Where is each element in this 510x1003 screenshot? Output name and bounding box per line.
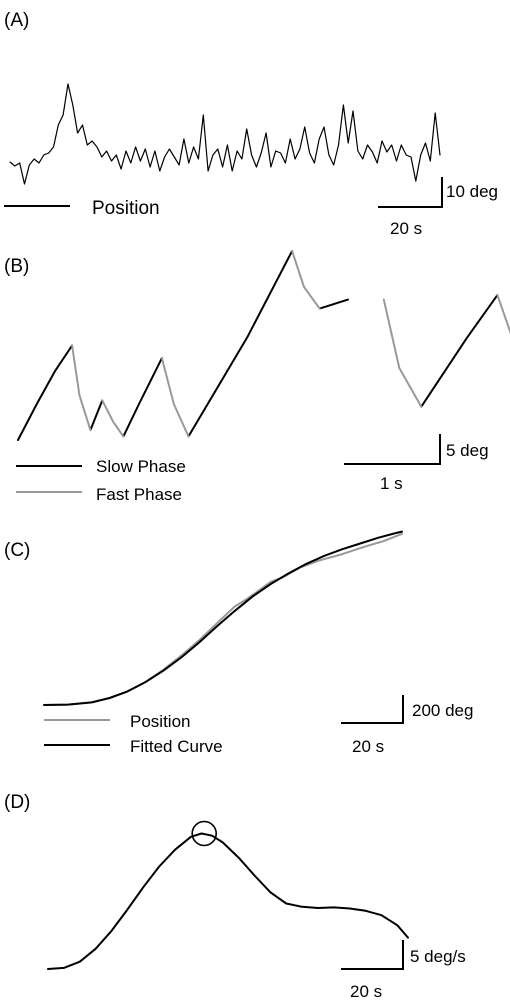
scale-label-y: 200 deg [412, 701, 473, 720]
slow-phase-line [122, 357, 163, 438]
scale-label-x: 20 s [390, 219, 422, 238]
fast-phase-line [496, 294, 510, 335]
panel-label-d: (D) [4, 792, 30, 813]
series-group [43, 530, 403, 706]
scale-bar [341, 940, 404, 970]
slow-phase-line [187, 250, 294, 438]
series-group [9, 83, 441, 185]
legend-label-fitted-curve: Fitted Curve [130, 737, 223, 756]
series-group [17, 250, 510, 441]
position-line [43, 532, 403, 706]
fast-phase-line [382, 298, 423, 408]
legend-label-position: Position [92, 198, 160, 219]
scale-label-y: 5 deg/s [410, 947, 466, 966]
slow-phase-line [17, 344, 74, 441]
scale-bar [344, 434, 441, 465]
panel-label-a: (A) [4, 10, 29, 31]
slow-phase-line [318, 298, 349, 310]
scale-label-x: 1 s [380, 474, 403, 493]
position-line [9, 83, 441, 185]
scale-bar [378, 177, 443, 208]
slow-phase-line [420, 294, 499, 408]
scale-bar [341, 695, 404, 724]
scale-label-x: 20 s [352, 737, 384, 756]
fast-phase-line [291, 250, 321, 310]
slow-phase-line [89, 399, 104, 432]
panel-a: (A) Position 10 deg 20 s [4, 10, 498, 238]
panel-c: (C) Position Fitted Curve 200 deg 20 s [4, 530, 473, 756]
scale-label-y: 10 deg [446, 182, 498, 201]
scale-label-y: 5 deg [446, 441, 489, 460]
fast-phase-line [160, 357, 190, 438]
legend-label-fast-phase: Fast Phase [96, 485, 182, 504]
panel-b: (B) Slow Phase Fast Phase 5 deg 1 s [4, 250, 510, 504]
panel-d: (D) 5 deg/s 20 s [4, 792, 466, 1001]
legend-label-position: Position [130, 712, 190, 731]
fast-phase-line [101, 399, 125, 438]
panel-label-b: (B) [4, 256, 29, 277]
fast-phase-line [71, 344, 92, 432]
scale-label-x: 20 s [350, 982, 382, 1001]
panel-label-c: (C) [4, 540, 30, 561]
trace-line [47, 832, 409, 970]
fitted-curve-line [43, 530, 403, 706]
peak-marker [191, 820, 217, 847]
legend-label-slow-phase: Slow Phase [96, 457, 186, 476]
series-group [47, 820, 409, 970]
